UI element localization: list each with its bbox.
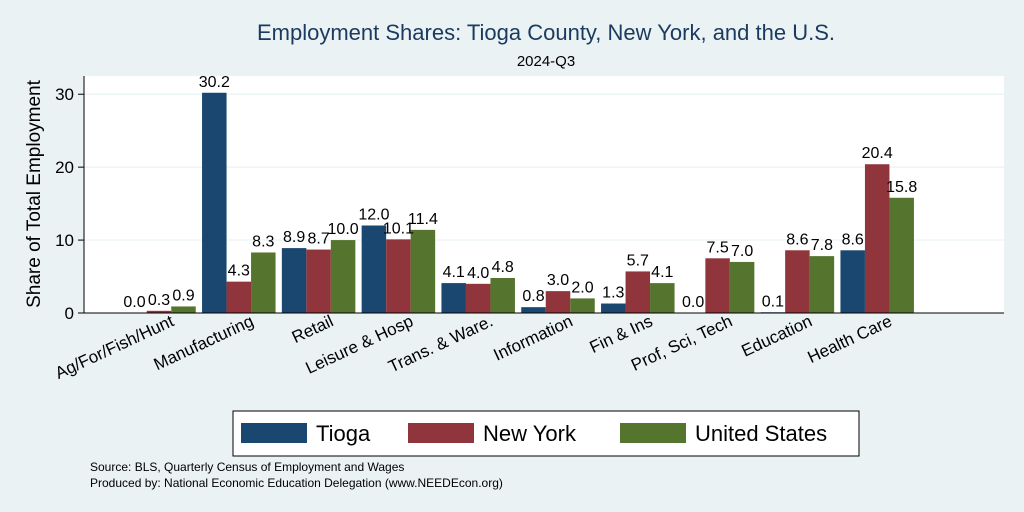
legend-label: United States — [695, 421, 827, 446]
value-labels: 0.0 0.3 0.930.24.38.3 8.9 8.710.012.010.111.… — [123, 74, 917, 311]
bar — [521, 307, 546, 313]
data-label: 10.0 — [328, 221, 359, 238]
bar — [570, 298, 595, 313]
producer-note: Produced by: National Economic Education… — [90, 476, 503, 490]
legend-swatch — [620, 423, 686, 443]
gridlines — [84, 93, 1004, 241]
bar — [441, 283, 466, 313]
legend-label: Tioga — [316, 421, 371, 446]
chart-subtitle: 2024-Q3 — [517, 53, 575, 70]
bar — [840, 250, 865, 313]
x-category-label: Education — [739, 311, 816, 360]
data-label: 5.7 — [627, 252, 649, 269]
data-label: 8.6 — [786, 231, 808, 248]
data-label: 8.9 — [283, 229, 305, 246]
data-label: 4.1 — [443, 264, 465, 281]
bar — [729, 261, 755, 313]
data-label: 4.1 — [651, 264, 673, 281]
bar — [330, 240, 356, 313]
bar — [171, 306, 196, 313]
y-axis-ticks: 0 10 20 30 — [55, 85, 84, 323]
data-label: 8.6 — [842, 231, 864, 248]
data-label: 8.3 — [252, 233, 274, 250]
x-category-label: Health Care — [805, 311, 895, 367]
data-label: 20.4 — [862, 145, 893, 162]
data-label: 30.2 — [199, 74, 230, 91]
data-label: 8.7 — [307, 231, 329, 248]
legend-box — [232, 410, 860, 457]
bar — [146, 310, 172, 313]
x-category-label: Information — [491, 311, 576, 364]
bar — [705, 258, 730, 313]
data-label: 0.9 — [172, 287, 194, 304]
data-label: 0.0 — [682, 294, 704, 311]
data-label: 4.8 — [492, 259, 514, 276]
bar — [410, 229, 436, 313]
data-label: 7.0 — [731, 243, 753, 260]
bar — [545, 291, 571, 313]
data-label: 12.0 — [358, 206, 389, 223]
bar — [226, 281, 252, 313]
x-category-label: Retail — [289, 311, 336, 347]
y-tick-label: 10 — [55, 231, 74, 250]
y-axis-label: Share of Total Employment — [24, 79, 45, 307]
legend: Tioga New York United States — [232, 410, 860, 457]
bar — [785, 250, 810, 313]
legend-swatch — [241, 423, 307, 443]
bar — [251, 252, 276, 313]
bar — [386, 239, 411, 313]
data-label: 15.8 — [886, 179, 917, 196]
chart-title: Employment Shares: Tioga County, New Yor… — [257, 20, 835, 45]
data-label: 0.0 — [123, 294, 145, 311]
data-label: 1.3 — [602, 285, 624, 302]
data-label: 0.1 — [762, 293, 784, 310]
data-label: 4.3 — [228, 263, 250, 280]
legend-label: New York — [483, 421, 577, 446]
data-label: 7.5 — [706, 239, 728, 256]
bar — [490, 277, 515, 313]
data-label: 2.0 — [571, 279, 593, 296]
data-label: 7.8 — [811, 237, 833, 254]
bar — [650, 283, 675, 313]
data-label: 0.8 — [522, 288, 544, 305]
bar — [809, 256, 835, 313]
y-tick-label: 30 — [55, 85, 74, 104]
legend-swatch — [408, 423, 474, 443]
bar — [202, 92, 227, 313]
data-label: 10.1 — [383, 220, 414, 237]
bar — [864, 164, 890, 313]
y-tick-label: 20 — [55, 158, 74, 177]
source-note: Source: BLS, Quarterly Census of Employm… — [90, 460, 404, 474]
data-label: 11.4 — [408, 211, 438, 228]
data-label: 0.3 — [148, 292, 170, 309]
bar — [306, 249, 331, 313]
bar — [465, 283, 491, 313]
bar — [625, 271, 651, 313]
bar — [281, 248, 307, 313]
bar — [889, 197, 914, 313]
bar — [361, 225, 387, 313]
data-label: 4.0 — [467, 265, 489, 282]
bar-series — [146, 92, 914, 313]
bar — [601, 303, 626, 313]
data-label: 3.0 — [547, 272, 569, 289]
y-tick-label: 0 — [65, 304, 74, 323]
